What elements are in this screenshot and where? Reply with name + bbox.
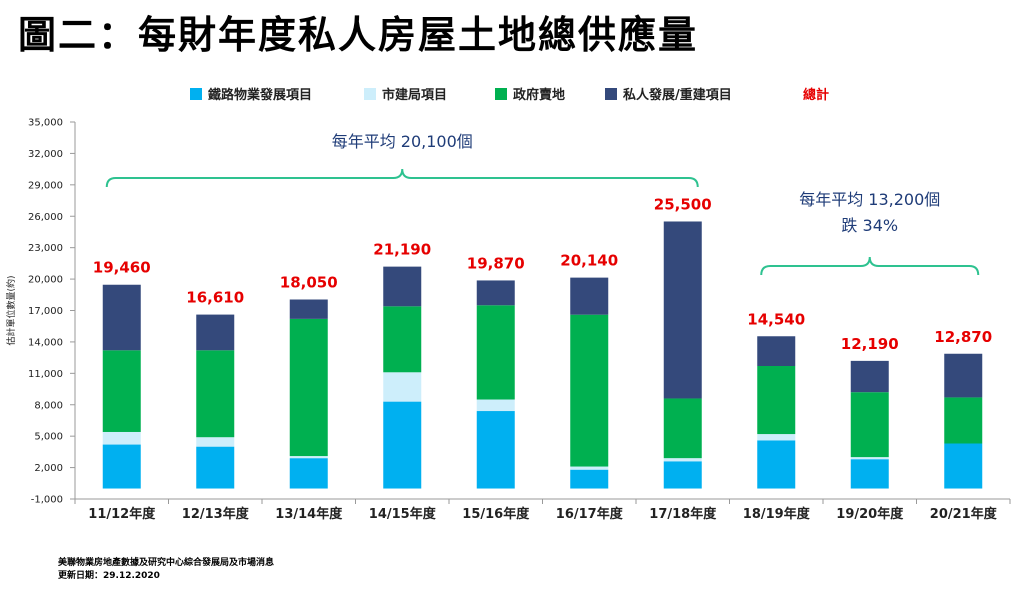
- y-tick-label: 29,000: [28, 180, 63, 191]
- annotation-text: 跌 34%: [841, 216, 898, 235]
- bar-segment-2: [102, 431, 141, 445]
- legend-label-total: 總計: [803, 87, 829, 103]
- bar-segment-4: [102, 284, 141, 351]
- bar-segment-4: [289, 299, 328, 319]
- bar-segment-1: [663, 461, 702, 489]
- y-tick-label: 32,000: [28, 149, 63, 160]
- total-label: 16,610: [186, 289, 244, 307]
- x-tick-label: 15/16年度: [462, 506, 530, 522]
- bar-segment-1: [944, 443, 983, 489]
- bar-segment-3: [196, 350, 235, 438]
- total-label: 25,500: [654, 195, 712, 213]
- bar-segment-2: [289, 456, 328, 459]
- y-axis-label: 估計單位數量(約): [5, 275, 17, 345]
- bar-segment-1: [757, 440, 796, 489]
- total-label: 14,540: [747, 310, 805, 328]
- y-tick-label: 2,000: [34, 463, 63, 474]
- y-tick-label: -1,000: [31, 495, 63, 506]
- bar-segment-1: [850, 459, 889, 489]
- y-tick-label: 14,000: [28, 337, 63, 348]
- x-tick-label: 14/15年度: [369, 506, 437, 522]
- source-note: 美聯物業房地產數據及研究中心綜合發展局及市場消息: [58, 558, 275, 568]
- annotation-bracket: [105, 168, 699, 188]
- bar-segment-4: [663, 221, 702, 399]
- bar-segment-3: [850, 392, 889, 458]
- total-label: 12,190: [841, 335, 899, 353]
- chart-title: 圖二：每財年度私人房屋土地總供應量: [18, 13, 699, 57]
- bar-segment-2: [196, 437, 235, 447]
- bar-segment-2: [570, 466, 609, 470]
- bar-segment-3: [102, 350, 141, 432]
- legend-label-2: 市建局項目: [382, 87, 447, 103]
- update-date: 更新日期：29.12.2020: [58, 571, 160, 581]
- total-label: 18,050: [280, 274, 338, 292]
- bar-segment-1: [383, 401, 422, 489]
- bar-segment-1: [476, 411, 515, 489]
- bar-segment-4: [196, 314, 235, 351]
- y-tick-label: 11,000: [28, 369, 63, 380]
- bar-segment-2: [476, 399, 515, 412]
- x-tick-label: 20/21年度: [930, 506, 998, 522]
- bar-segment-4: [476, 280, 515, 306]
- bar-segment-2: [383, 372, 422, 402]
- bar-segment-1: [102, 444, 141, 489]
- y-tick-label: 17,000: [28, 306, 63, 317]
- bar-segment-2: [663, 458, 702, 462]
- y-tick-label: 8,000: [34, 400, 63, 411]
- legend-swatch-1: [190, 88, 202, 100]
- total-label: 19,460: [93, 259, 151, 277]
- bar-segment-3: [289, 318, 328, 457]
- bar-segment-2: [850, 457, 889, 460]
- x-tick-label: 12/13年度: [182, 506, 250, 522]
- x-tick-label: 13/14年度: [275, 506, 343, 522]
- total-label: 20,140: [560, 252, 618, 270]
- annotation-bracket: [760, 256, 980, 276]
- bar-segment-4: [570, 277, 609, 315]
- legend-label-1: 鐵路物業發展項目: [208, 87, 312, 103]
- bar-segment-3: [476, 305, 515, 400]
- x-tick-label: 19/20年度: [836, 506, 904, 522]
- bar-segment-4: [944, 353, 983, 398]
- total-label: 21,190: [373, 241, 431, 259]
- bar-segment-3: [757, 366, 796, 435]
- bar-segment-1: [196, 446, 235, 489]
- bar-segment-2: [757, 434, 796, 441]
- bar-segment-1: [570, 469, 609, 489]
- annotation-text: 每年平均 13,200個: [799, 190, 940, 209]
- total-label: 12,870: [934, 328, 992, 346]
- annotation-text: 每年平均 20,100個: [332, 132, 473, 151]
- bar-segment-3: [944, 397, 983, 444]
- bar-segment-3: [663, 398, 702, 459]
- y-tick-label: 20,000: [28, 275, 63, 286]
- legend-label-4: 私人發展/重建項目: [623, 87, 732, 103]
- chart-footer: 美聯物業房地產數據及研究中心綜合發展局及市場消息 更新日期：29.12.2020: [58, 557, 274, 583]
- bar-segment-4: [757, 336, 796, 367]
- legend-swatch-2: [364, 88, 376, 100]
- bar-segment-1: [289, 458, 328, 489]
- bar-segment-4: [383, 266, 422, 307]
- x-tick-label: 17/18年度: [649, 506, 717, 522]
- x-tick-label: 16/17年度: [556, 506, 624, 522]
- x-tick-label: 11/12年度: [88, 506, 156, 522]
- legend-label-3: 政府賣地: [513, 87, 565, 103]
- legend-swatch-3: [495, 88, 507, 100]
- y-tick-label: 35,000: [28, 118, 63, 129]
- bar-segment-4: [850, 360, 889, 393]
- y-tick-label: 5,000: [34, 432, 63, 443]
- y-tick-label: 23,000: [28, 243, 63, 254]
- bar-segment-3: [570, 314, 609, 467]
- y-tick-label: 26,000: [28, 212, 63, 223]
- total-label: 19,870: [467, 254, 525, 272]
- x-tick-label: 18/19年度: [743, 506, 811, 522]
- bar-segment-3: [383, 306, 422, 373]
- legend-swatch-4: [605, 88, 617, 100]
